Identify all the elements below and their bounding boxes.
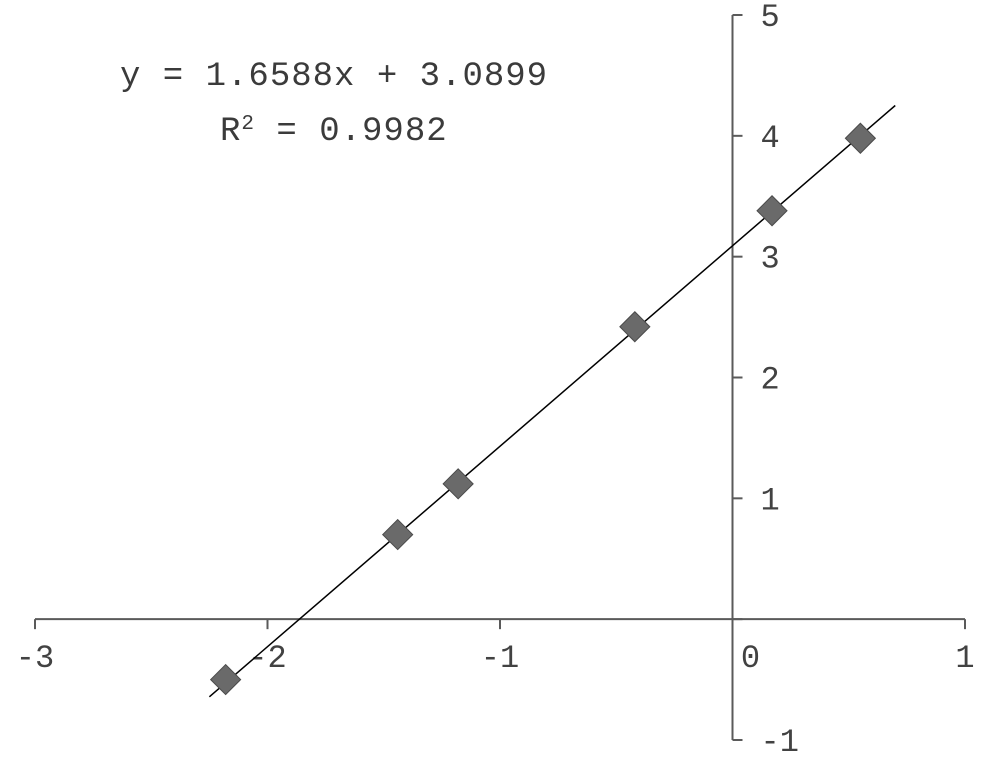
- chart-container: -3-2-101-112345y = 1.6588x + 3.0899R2 = …: [0, 0, 1000, 776]
- x-tick-label: -3: [16, 640, 54, 677]
- x-tick-label: -1: [481, 640, 519, 677]
- x-tick-label: 0: [741, 640, 760, 677]
- r-squared-text: R2 = 0.9982: [220, 113, 448, 152]
- scatter-chart: -3-2-101-112345y = 1.6588x + 3.0899R2 = …: [0, 0, 1000, 776]
- y-tick-label: 1: [761, 482, 780, 519]
- y-tick-label: -1: [761, 724, 799, 761]
- y-tick-label: 5: [761, 0, 780, 36]
- y-tick-label: 4: [761, 120, 780, 157]
- y-tick-label: 3: [761, 241, 780, 278]
- x-tick-label: 1: [955, 640, 974, 677]
- y-tick-label: 2: [761, 362, 780, 399]
- equation-text: y = 1.6588x + 3.0899: [120, 58, 548, 96]
